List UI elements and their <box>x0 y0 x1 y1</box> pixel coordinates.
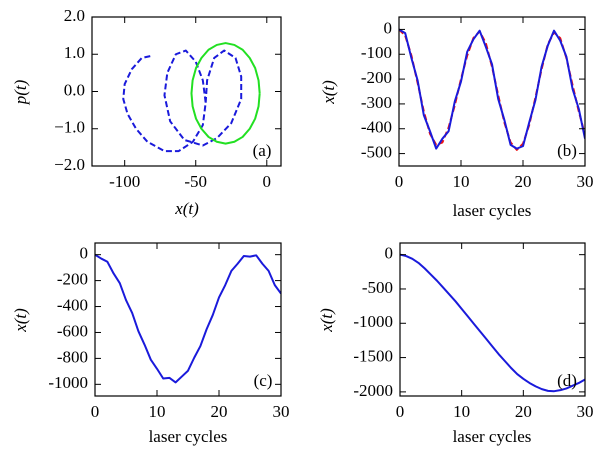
data-line <box>190 42 261 145</box>
y-tick-label: 0 <box>384 18 393 37</box>
x-tick-label: -100 <box>109 172 140 191</box>
x-tick-label: -50 <box>184 172 207 191</box>
y-tick-label: −1.0 <box>54 118 85 137</box>
x-axis-label: x(t) <box>174 199 199 218</box>
y-tick-label: -1000 <box>48 373 88 392</box>
plot-area <box>122 42 261 153</box>
y-axis-label: p(t) <box>11 79 30 105</box>
x-axis-label: laser cycles <box>453 427 532 446</box>
x-tick-label: 10 <box>453 172 470 191</box>
y-axis-label: x(t) <box>11 308 30 333</box>
panel-label: (a) <box>253 141 272 160</box>
x-tick-label: 0 <box>91 402 100 421</box>
y-tick-label: -100 <box>361 43 392 62</box>
y-tick-label: 2.0 <box>64 6 85 25</box>
x-tick-label: 0 <box>395 172 404 191</box>
panel-label: (b) <box>557 141 577 160</box>
y-tick-label: -1000 <box>353 312 393 331</box>
y-tick-label: -400 <box>57 295 88 314</box>
y-tick-label: -800 <box>57 347 88 366</box>
data-line <box>400 253 585 393</box>
y-tick-label: -500 <box>362 278 393 297</box>
x-axis-label: laser cycles <box>453 201 532 220</box>
x-tick-label: 20 <box>211 402 228 421</box>
x-axis-label: laser cycles <box>149 427 228 446</box>
y-axis-label: x(t) <box>317 308 336 333</box>
data-line <box>399 28 585 151</box>
y-tick-label: 1.0 <box>64 43 85 62</box>
panel-label: (c) <box>254 371 273 390</box>
x-tick-label: 20 <box>515 172 532 191</box>
x-tick-label: 30 <box>577 172 594 191</box>
plot-area <box>399 28 585 151</box>
y-tick-label: -300 <box>361 93 392 112</box>
panel: -100 -50 0 −2.0 −1.0 0.0 1.0 2.0 x(t) p(t) (a) <box>11 6 282 218</box>
x-tick-label: 10 <box>453 402 470 421</box>
axes-frame <box>399 242 586 397</box>
y-tick-label: −2.0 <box>54 155 85 174</box>
x-tick-label: 10 <box>149 402 166 421</box>
y-tick-label: 0.0 <box>64 80 85 99</box>
data-line <box>95 253 281 384</box>
plot-area <box>400 253 585 393</box>
panel-label: (d) <box>557 371 577 390</box>
y-tick-label: -600 <box>57 321 88 340</box>
y-tick-label: -200 <box>361 68 392 87</box>
x-tick-label: 30 <box>273 402 290 421</box>
y-tick-label: -400 <box>361 118 392 137</box>
y-tick-label: -1500 <box>353 346 393 365</box>
y-tick-label: -500 <box>361 142 392 161</box>
panel: 0 10 20 30 -1000 -800 -600 -400 -200 0 laser cycle… <box>11 242 290 446</box>
plot-area <box>95 253 281 384</box>
y-tick-label: 0 <box>80 244 89 263</box>
y-tick-label: 0 <box>385 244 394 263</box>
panel: 0 10 20 30 -500 -400 -300 -200 -100 0 laser cycles… <box>319 16 594 220</box>
panel: 0 10 20 30 -2000 -1500 -1000 -500 0 laser cycles x… <box>317 242 594 446</box>
axes-frame <box>94 242 282 397</box>
data-line <box>399 28 585 150</box>
y-tick-label: -2000 <box>353 381 393 400</box>
x-tick-label: 30 <box>577 402 594 421</box>
axes-frame <box>398 16 586 167</box>
x-tick-label: 0 <box>263 172 272 191</box>
x-tick-label: 20 <box>515 402 532 421</box>
y-axis-label: x(t) <box>319 80 338 105</box>
data-line <box>122 49 243 153</box>
x-tick-label: 0 <box>396 402 405 421</box>
y-tick-label: -200 <box>57 270 88 289</box>
